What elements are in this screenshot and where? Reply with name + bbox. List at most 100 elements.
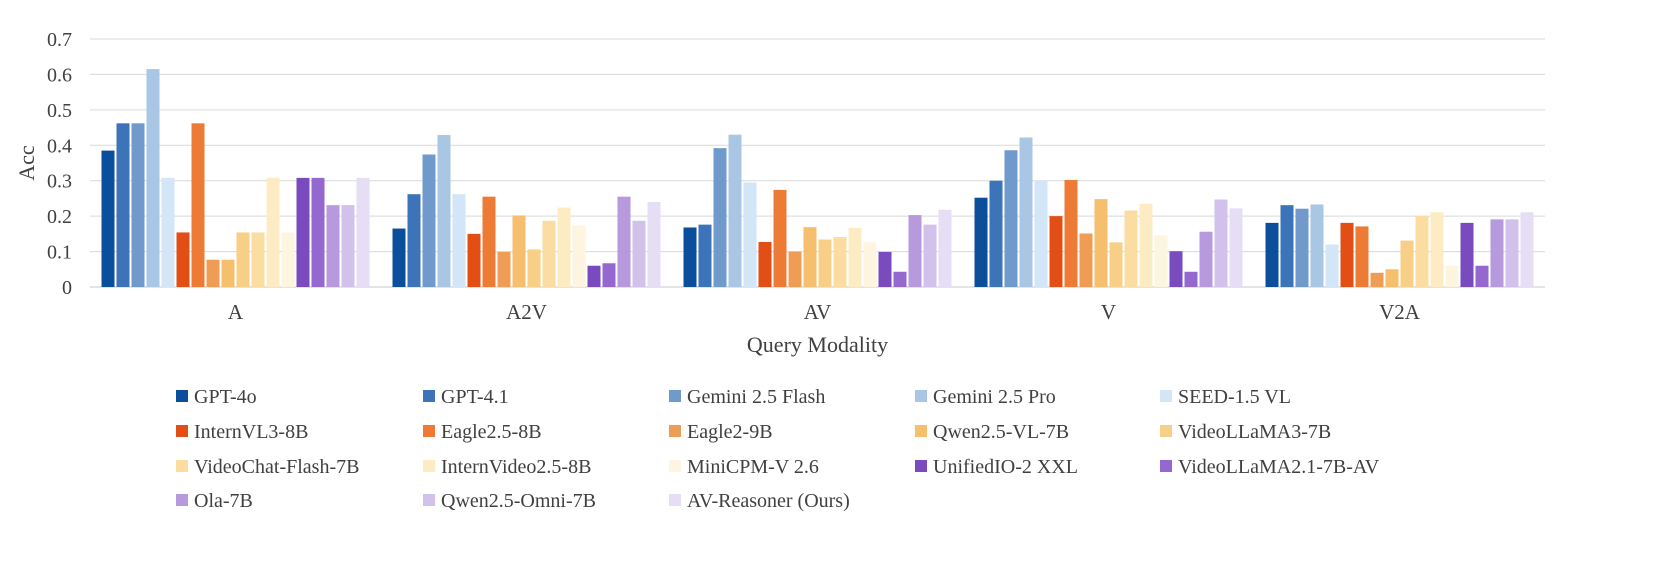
y-tick-label: 0 — [62, 277, 72, 299]
legend-swatch — [915, 425, 927, 437]
bar — [1184, 271, 1198, 287]
bar — [713, 148, 727, 287]
bar — [191, 123, 205, 287]
legend-item: VideoLLaMA3-7B — [1160, 421, 1331, 443]
bar — [356, 177, 370, 287]
legend-label: Gemini 2.5 Pro — [933, 386, 1056, 408]
bar — [833, 237, 847, 287]
y-tick-label: 0.3 — [47, 171, 72, 193]
legend-label: VideoChat-Flash-7B — [194, 456, 359, 478]
legend-item: VideoLLaMA2.1-7B-AV — [1160, 456, 1380, 478]
bar — [497, 251, 511, 287]
legend-label: VideoLLaMA3-7B — [1178, 421, 1331, 443]
legend-label: InternVideo2.5-8B — [441, 456, 591, 478]
bar — [1229, 208, 1243, 287]
x-tick-label: V — [1101, 300, 1116, 324]
bar — [728, 134, 742, 287]
bar — [1460, 222, 1474, 287]
legend-label: Gemini 2.5 Flash — [687, 386, 825, 408]
y-tick-label: 0.1 — [47, 242, 72, 264]
legend-label: GPT-4o — [194, 386, 257, 408]
legend-swatch — [176, 425, 188, 437]
bar — [326, 205, 340, 287]
legend-label: VideoLLaMA2.1-7B-AV — [1178, 456, 1380, 478]
legend-swatch — [1160, 390, 1172, 402]
bar — [848, 227, 862, 287]
bar — [1049, 216, 1063, 287]
bar — [908, 215, 922, 287]
legend-label: Eagle2.5-8B — [441, 421, 542, 443]
bar — [1475, 265, 1489, 287]
bar — [557, 207, 571, 287]
bar — [923, 224, 937, 287]
x-tick-label: AV — [804, 300, 832, 324]
x-tick-label: V2A — [1379, 300, 1421, 324]
legend-item: GPT-4o — [176, 386, 257, 408]
bar — [452, 194, 466, 287]
legend-swatch — [669, 425, 681, 437]
bar — [1019, 137, 1033, 287]
x-axis-label: Query Modality — [747, 332, 888, 357]
legend-label: Qwen2.5-VL-7B — [933, 421, 1069, 443]
bar — [698, 224, 712, 287]
bar — [683, 227, 697, 287]
legend-swatch — [915, 460, 927, 472]
bar — [1415, 215, 1429, 287]
bar — [878, 251, 892, 287]
legend-item: Gemini 2.5 Flash — [669, 386, 825, 408]
legend-item: InternVideo2.5-8B — [423, 456, 591, 478]
legend-item: AV-Reasoner (Ours) — [669, 490, 850, 512]
bar — [803, 227, 817, 287]
bar — [602, 263, 616, 287]
bar — [341, 205, 355, 287]
bar — [1490, 219, 1504, 287]
bar — [1370, 272, 1384, 287]
bar — [1295, 208, 1309, 287]
y-tick-label: 0.4 — [47, 135, 72, 157]
bar — [161, 177, 175, 287]
bar — [1520, 212, 1534, 287]
bar — [281, 232, 295, 287]
bar — [482, 196, 496, 287]
bar — [1505, 219, 1519, 287]
bar — [743, 182, 757, 287]
bar — [1265, 222, 1279, 287]
bar — [1340, 222, 1354, 287]
bar — [116, 123, 130, 287]
legend: GPT-4o GPT-4.1 Gemini 2.5 Flash Gemini 2.5 … — [176, 386, 1380, 512]
legend-label: Eagle2-9B — [687, 421, 773, 443]
bar — [512, 215, 526, 287]
bar — [251, 232, 265, 287]
bar — [758, 242, 772, 287]
legend-swatch — [423, 390, 435, 402]
bar — [1445, 265, 1459, 287]
bar — [392, 228, 406, 287]
bar — [1400, 240, 1414, 287]
bar — [1199, 231, 1213, 287]
x-tick-label: A2V — [506, 300, 547, 324]
bar — [1094, 199, 1108, 287]
bar — [1355, 226, 1369, 287]
legend-swatch — [1160, 460, 1172, 472]
legend-label: MiniCPM-V 2.6 — [687, 456, 819, 478]
legend-item: Eagle2-9B — [669, 421, 773, 443]
legend-label: AV-Reasoner (Ours) — [687, 490, 850, 512]
bar — [527, 249, 541, 287]
legend-item: UnifiedIO-2 XXL — [915, 456, 1078, 478]
bar — [1004, 150, 1018, 287]
bar — [266, 177, 280, 287]
x-tick-label: A — [228, 300, 244, 324]
bar — [311, 177, 325, 287]
legend-swatch — [669, 494, 681, 506]
bar — [236, 232, 250, 287]
legend-label: Qwen2.5-Omni-7B — [441, 490, 596, 512]
y-tick-label: 0.7 — [47, 29, 72, 51]
bar — [1064, 180, 1078, 287]
legend-swatch — [423, 460, 435, 472]
axes: 0 0.1 0.2 0.3 0.4 0.5 0.6 0.7 Acc A A2V AV V V2A Query… — [14, 29, 1421, 357]
legend-item: Ola-7B — [176, 490, 253, 512]
legend-swatch — [669, 460, 681, 472]
legend-swatch — [669, 390, 681, 402]
